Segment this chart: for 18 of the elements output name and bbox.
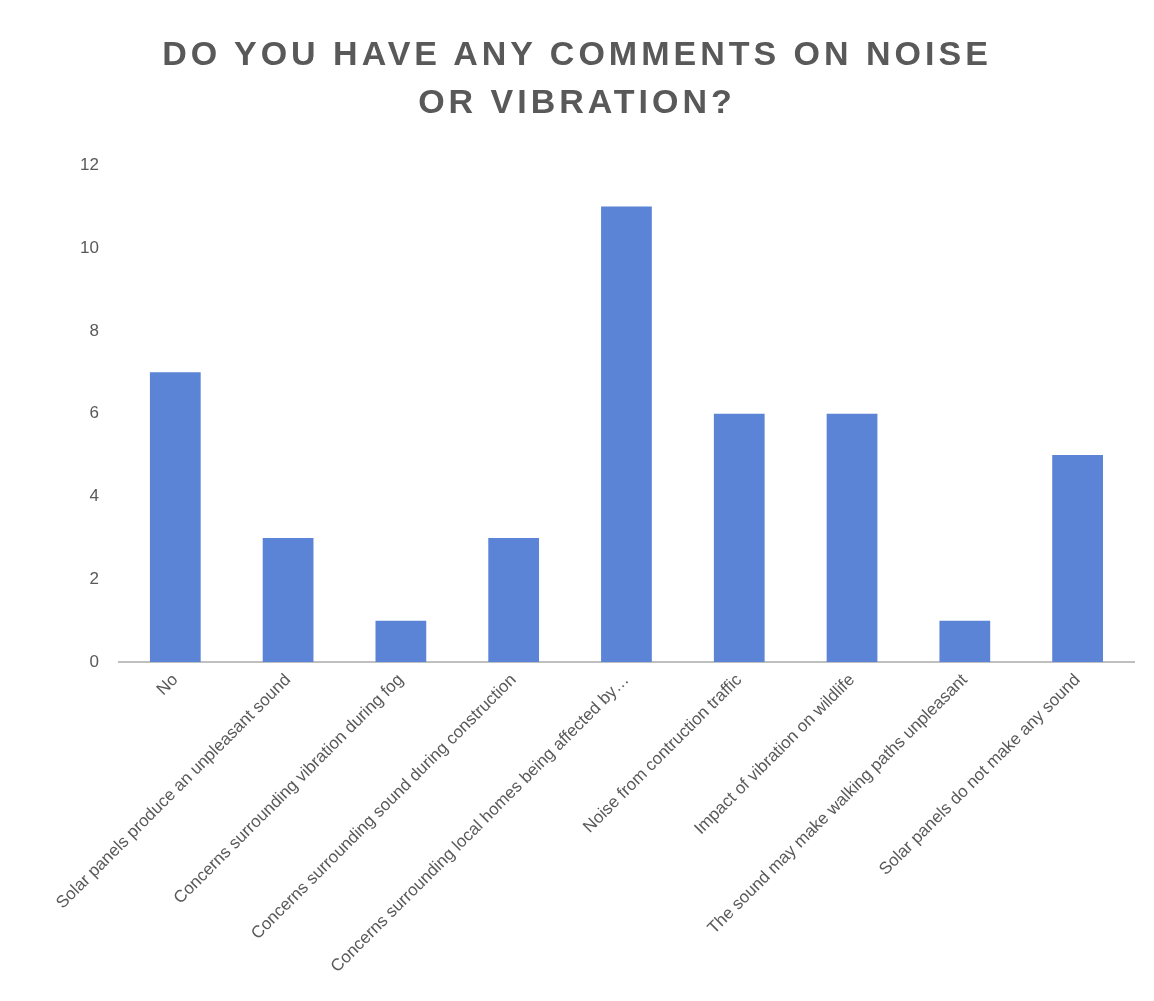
bar xyxy=(713,413,765,663)
y-tick-label: 0 xyxy=(89,651,99,671)
bar xyxy=(939,620,991,663)
y-tick-label: 8 xyxy=(89,320,99,340)
bar xyxy=(149,372,201,663)
bar xyxy=(488,538,540,663)
y-tick-label: 4 xyxy=(89,486,99,506)
y-tick-label: 12 xyxy=(79,155,99,175)
y-tick-label: 10 xyxy=(79,237,99,257)
bar xyxy=(1052,455,1103,663)
bar xyxy=(262,538,314,663)
x-tick-label: No xyxy=(152,670,182,700)
bar xyxy=(826,413,878,663)
chart-title: DO YOU HAVE ANY COMMENTS ON NOISE OR VIBRATION? xyxy=(161,33,993,122)
bar xyxy=(601,206,652,663)
bar xyxy=(375,620,427,663)
y-tick-label: 2 xyxy=(89,569,99,589)
y-tick-label: 6 xyxy=(89,403,99,423)
